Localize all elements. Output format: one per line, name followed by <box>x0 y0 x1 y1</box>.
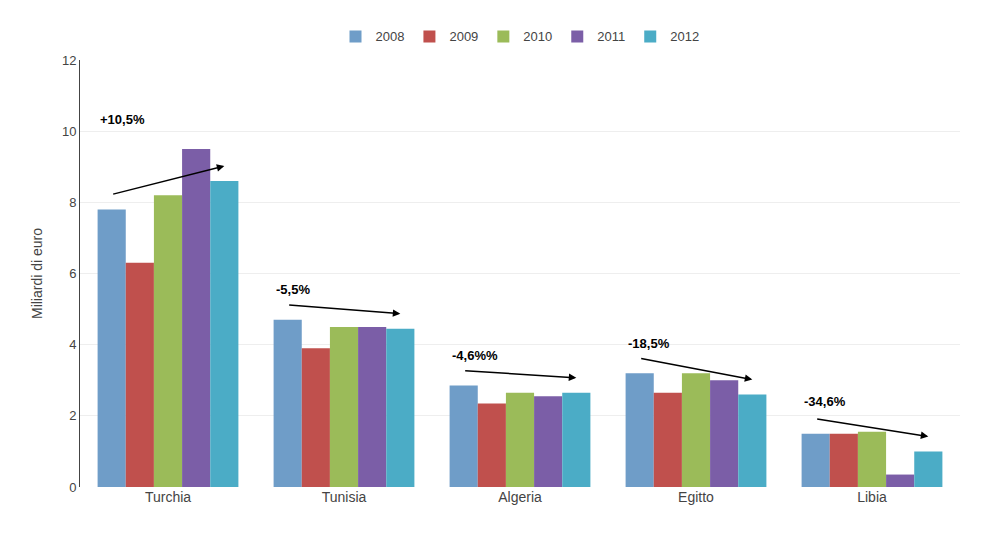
svg-text:Turchia: Turchia <box>145 489 191 505</box>
svg-text:-4,6%%: -4,6%% <box>452 348 498 363</box>
svg-text:2012: 2012 <box>670 29 699 44</box>
svg-text:12: 12 <box>62 53 76 68</box>
svg-text:4: 4 <box>69 337 76 352</box>
svg-text:2: 2 <box>69 408 76 423</box>
svg-text:Algeria: Algeria <box>498 489 542 505</box>
svg-text:Libia: Libia <box>857 489 887 505</box>
svg-text:-18,5%: -18,5% <box>628 336 670 351</box>
svg-text:Miliardi di euro: Miliardi di euro <box>29 228 45 319</box>
svg-text:2008: 2008 <box>376 29 405 44</box>
svg-text:Egitto: Egitto <box>678 489 714 505</box>
svg-text:-5,5%: -5,5% <box>276 282 310 297</box>
svg-text:0: 0 <box>69 480 76 495</box>
svg-text:2011: 2011 <box>597 29 625 44</box>
svg-text:6: 6 <box>69 266 76 281</box>
svg-text:2009: 2009 <box>449 29 478 44</box>
svg-text:-34,6%: -34,6% <box>804 394 846 409</box>
svg-text:Tunisia: Tunisia <box>322 489 367 505</box>
svg-text:+10,5%: +10,5% <box>100 112 145 127</box>
svg-text:8: 8 <box>69 195 76 210</box>
svg-text:10: 10 <box>62 124 76 139</box>
svg-text:2010: 2010 <box>523 29 552 44</box>
